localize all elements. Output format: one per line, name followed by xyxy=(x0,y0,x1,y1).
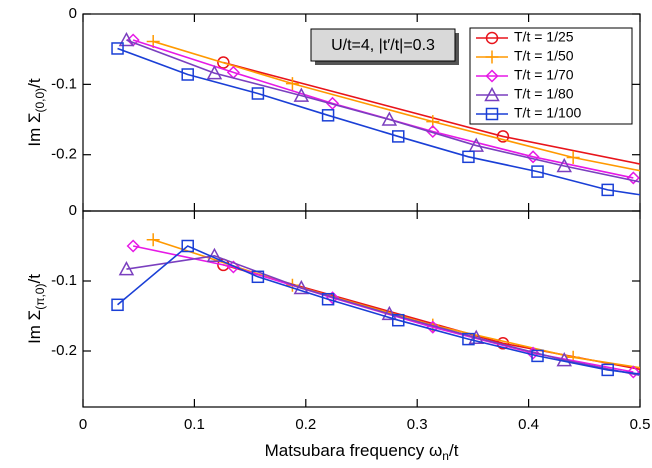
marker xyxy=(146,233,160,247)
marker xyxy=(293,279,310,295)
annotation-box xyxy=(310,28,456,62)
marker xyxy=(531,165,544,178)
y-axis-label-part: (π,0) xyxy=(33,284,47,310)
y-tick-label: -0.2 xyxy=(51,146,77,163)
plot-area xyxy=(111,31,652,197)
marker xyxy=(426,124,440,139)
marker xyxy=(526,150,540,164)
plot-area xyxy=(111,233,652,383)
marker xyxy=(645,178,652,190)
x-tick-label: 0.1 xyxy=(184,416,205,433)
x-axis-label: Matsubara frequency ωn/t xyxy=(265,441,459,463)
marker xyxy=(462,332,475,346)
legend-marker xyxy=(485,50,499,64)
marker xyxy=(381,111,398,126)
marker xyxy=(496,130,510,143)
y-tick-label: -0.1 xyxy=(51,75,77,92)
marker xyxy=(206,65,223,80)
marker xyxy=(111,298,124,312)
y-axis-label-part: /t xyxy=(25,78,44,88)
y-axis-label-part: /t xyxy=(25,274,44,284)
legend-label: T/t = 1/50 xyxy=(514,48,574,64)
y-axis-label-part: (0,0) xyxy=(33,88,47,113)
marker xyxy=(118,31,135,47)
annotation: U/t=4, |t′/t|=0.3 xyxy=(331,37,435,54)
y-tick-label: -0.1 xyxy=(51,272,77,289)
series-line xyxy=(117,47,640,196)
legend-label: T/t = 1/25 xyxy=(514,29,574,45)
marker xyxy=(251,87,265,100)
marker xyxy=(556,352,573,367)
marker xyxy=(626,365,640,379)
marker xyxy=(325,96,340,110)
marker xyxy=(601,183,614,197)
x-tick-label: 0.4 xyxy=(518,416,539,433)
marker xyxy=(126,239,140,253)
marker xyxy=(118,261,135,276)
y-tick-label: -0.2 xyxy=(51,342,77,359)
marker xyxy=(181,68,194,81)
legend-marker xyxy=(485,31,499,45)
x-tick-label: 0 xyxy=(79,416,87,433)
marker xyxy=(181,239,194,253)
marker xyxy=(321,109,335,122)
marker xyxy=(206,247,223,263)
y-tick-label: 0 xyxy=(69,5,77,22)
marker xyxy=(321,292,335,306)
legend-label: T/t = 1/100 xyxy=(514,105,582,121)
series-line xyxy=(126,39,640,183)
y-axis-label: Im Σ(0,0)/t xyxy=(25,78,47,147)
marker xyxy=(217,56,230,69)
marker xyxy=(531,349,544,363)
marker xyxy=(392,130,405,143)
marker xyxy=(468,329,485,344)
marker xyxy=(556,157,573,173)
x-tick-label: 0.5 xyxy=(630,416,651,433)
series-line xyxy=(117,245,640,375)
x-axis-label-part: /t xyxy=(449,441,459,460)
marker xyxy=(293,87,310,102)
marker xyxy=(645,371,652,383)
marker xyxy=(468,137,485,152)
x-tick-label: 0.2 xyxy=(295,416,316,433)
y-axis-label-part: Im Σ xyxy=(25,310,44,344)
legend-marker xyxy=(485,69,499,83)
plot-frame xyxy=(82,210,641,408)
series-line xyxy=(126,254,640,377)
marker xyxy=(381,305,398,321)
series-line xyxy=(223,264,640,371)
marker xyxy=(111,42,124,55)
y-axis-label: Im Σ(π,0)/t xyxy=(25,274,47,344)
series-line xyxy=(223,61,640,165)
marker xyxy=(392,313,405,327)
legend-marker xyxy=(485,107,499,121)
marker xyxy=(601,363,614,377)
marker xyxy=(462,150,475,164)
x-tick-label: 0.3 xyxy=(407,416,428,433)
legend-label: T/t = 1/80 xyxy=(514,86,574,102)
marker xyxy=(626,171,640,185)
y-axis-label-part: Im Σ xyxy=(25,113,44,147)
y-tick-label: 0 xyxy=(69,202,77,219)
legend-label: T/t = 1/70 xyxy=(514,67,574,83)
marker xyxy=(285,77,299,91)
legend-marker xyxy=(484,86,500,102)
x-axis-label-part: n xyxy=(442,449,449,463)
x-axis-label-part: Matsubara frequency ω xyxy=(265,441,443,460)
marker xyxy=(566,151,580,165)
marker xyxy=(251,270,265,284)
